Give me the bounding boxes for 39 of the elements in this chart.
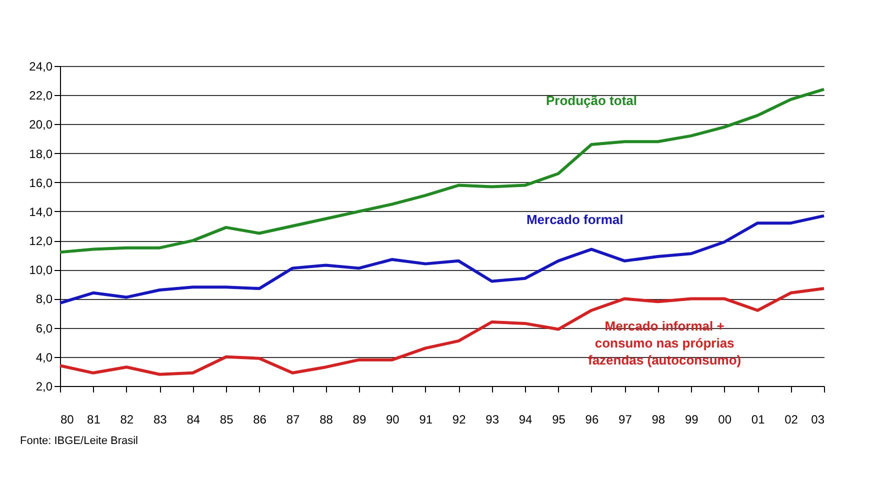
y-tick-label: 20,0 (29, 118, 53, 132)
x-tick-label: 02 (784, 412, 798, 426)
x-tick-label: 00 (718, 412, 732, 426)
x-tick-label: 82 (120, 412, 134, 426)
x-tick-label: 89 (352, 412, 366, 426)
source-note: Fonte: IBGE/Leite Brasil (20, 435, 138, 447)
x-tick-label: 88 (320, 412, 334, 426)
x-tick-label: 84 (186, 412, 200, 426)
x-tick-label: 92 (452, 412, 466, 426)
y-tick-label: 18,0 (29, 146, 53, 161)
x-tick-label: 81 (87, 412, 101, 426)
x-tick-label: 87 (286, 412, 300, 426)
x-tick-label: 98 (652, 412, 666, 426)
x-tick-label: 97 (618, 412, 632, 426)
x-tick-label: 83 (153, 412, 168, 426)
text: Mercado formal (526, 212, 624, 228)
y-tick-label: 16,0 (29, 176, 53, 190)
y-tick-label: 12,0 (29, 234, 53, 248)
y-tick-label: 2,0 (36, 380, 53, 394)
y-tick-label: 8,0 (36, 292, 53, 306)
x-tick-label: 03 (811, 412, 825, 426)
x-tick-label: 86 (253, 412, 267, 426)
x-tick-label: 85 (220, 412, 234, 426)
x-tick-label: 99 (684, 412, 699, 426)
x-tick-label: 96 (585, 412, 599, 426)
y-tick-label: 6,0 (36, 321, 53, 336)
y-tick-label: 22,0 (29, 88, 53, 103)
x-tick-label: 93 (486, 412, 500, 426)
y-tick-label: 4,0 (36, 350, 53, 364)
x-tick-label: 80 (60, 412, 74, 426)
y-tick-label: 24,0 (29, 60, 53, 74)
text: Produção total (546, 92, 637, 108)
x-tick-label: 90 (386, 412, 400, 426)
x-tick-label: 91 (419, 412, 433, 426)
x-tick-label: 01 (751, 412, 766, 426)
y-tick-label: 14,0 (29, 204, 53, 219)
y-tick-label: 10,0 (29, 263, 53, 278)
x-tick-label: 94 (518, 412, 533, 426)
x-tick-label: 95 (552, 412, 566, 426)
